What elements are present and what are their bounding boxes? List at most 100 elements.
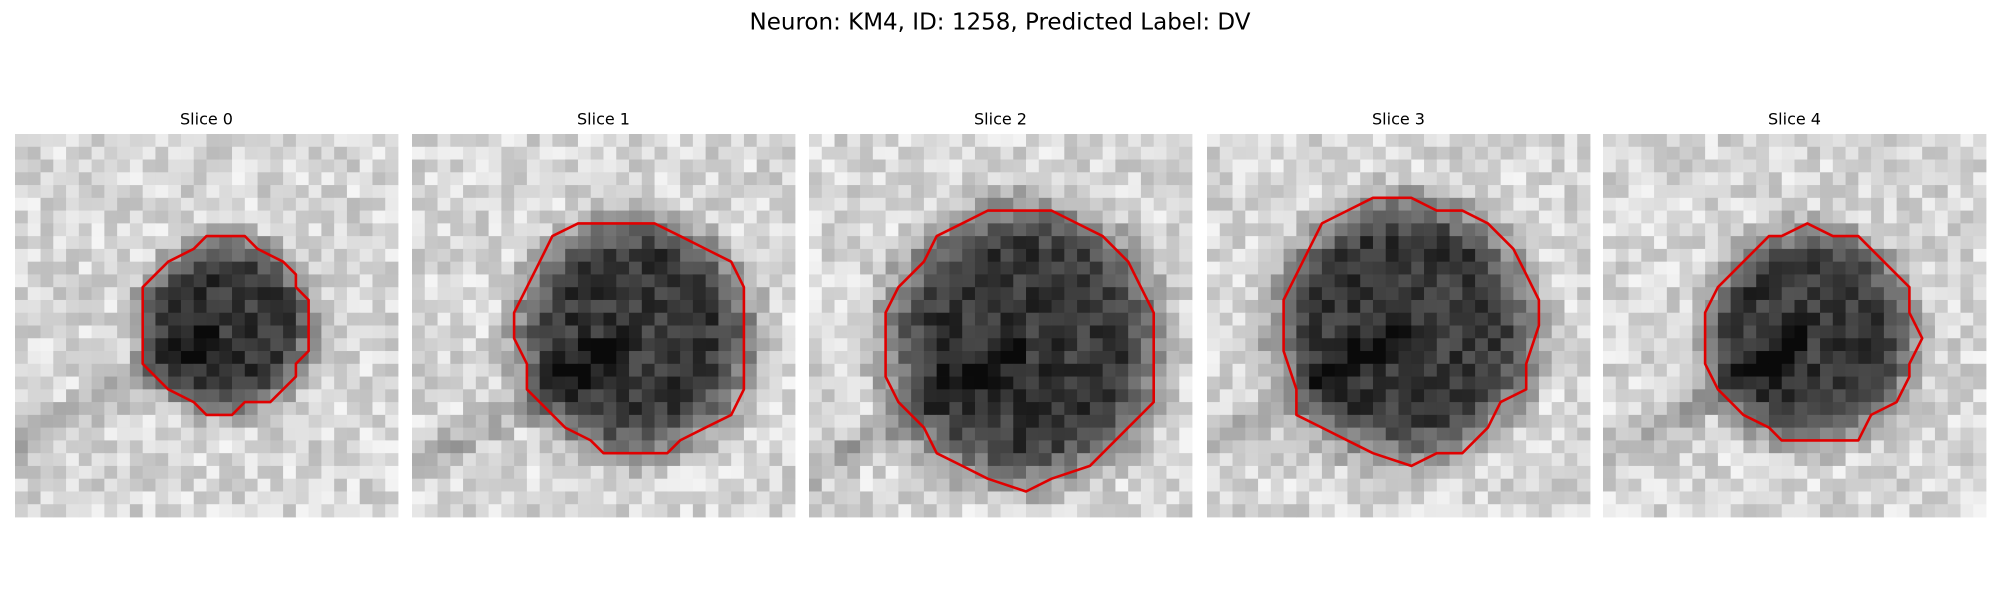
pixel <box>590 146 604 160</box>
pixel <box>1166 504 1180 518</box>
pixel <box>1283 440 1297 454</box>
pixel <box>1654 146 1668 160</box>
pixel <box>1832 172 1846 186</box>
pixel <box>949 338 963 352</box>
pixel <box>1628 504 1642 518</box>
pixel <box>1538 338 1553 352</box>
pixel <box>1219 376 1233 390</box>
pixel <box>1207 504 1221 518</box>
pixel <box>463 504 477 518</box>
pixel <box>1232 274 1246 288</box>
pixel <box>1360 236 1374 250</box>
pixel <box>1717 223 1732 237</box>
pixel <box>219 223 233 237</box>
pixel <box>1947 185 1961 199</box>
pixel <box>526 440 541 454</box>
pixel <box>1654 414 1668 429</box>
pixel <box>40 210 54 224</box>
pixel <box>1577 325 1591 339</box>
pixel <box>1296 351 1310 365</box>
pixel <box>654 159 668 173</box>
pixel <box>1334 185 1348 199</box>
pixel <box>1781 465 1795 480</box>
pixel <box>1270 465 1284 480</box>
pixel <box>117 376 131 390</box>
pixel <box>53 185 67 199</box>
pixel <box>667 236 681 250</box>
pixel <box>1538 465 1553 480</box>
pixel <box>168 172 182 186</box>
pixel <box>1679 159 1693 173</box>
pixel <box>514 261 528 275</box>
pixel <box>488 146 502 160</box>
pixel <box>577 363 592 377</box>
pixel <box>974 376 989 390</box>
pixel <box>1013 172 1027 186</box>
pixel <box>334 312 348 326</box>
pixel <box>206 427 220 441</box>
pixel <box>232 312 246 326</box>
pixel <box>1102 325 1116 339</box>
pixel <box>1807 338 1821 352</box>
pixel <box>1960 159 1974 173</box>
pixel <box>372 325 386 339</box>
pixel <box>1270 389 1284 403</box>
pixel <box>769 197 783 211</box>
pixel <box>1219 440 1233 454</box>
pixel <box>334 504 348 518</box>
pixel <box>654 287 668 301</box>
pixel <box>1845 236 1859 250</box>
pixel <box>1500 223 1514 237</box>
pixel <box>1666 325 1680 339</box>
pixel <box>27 223 41 237</box>
pixel <box>974 146 989 160</box>
pixel <box>731 134 745 148</box>
pixel <box>437 299 451 314</box>
pixel <box>898 312 912 326</box>
pixel <box>168 402 182 416</box>
pixel <box>1102 402 1116 416</box>
pixel <box>1309 465 1323 480</box>
pixel <box>1064 210 1078 224</box>
pixel <box>1436 185 1450 199</box>
pixel <box>359 389 373 403</box>
pixel <box>1411 338 1425 352</box>
pixel <box>1871 210 1885 224</box>
pixel <box>180 338 195 352</box>
pixel <box>1398 440 1412 454</box>
pixel <box>1064 440 1078 454</box>
pixel <box>1026 389 1040 403</box>
pixel <box>1832 261 1846 275</box>
pixel <box>1679 223 1693 237</box>
pixel <box>27 197 41 211</box>
pixel <box>590 453 604 467</box>
pixel <box>1896 210 1910 224</box>
pixel <box>667 504 681 518</box>
pixel <box>1102 427 1116 441</box>
pixel <box>244 261 258 275</box>
pixel <box>129 453 144 467</box>
pixel <box>885 351 899 365</box>
pixel <box>1372 146 1387 160</box>
pixel <box>15 159 29 173</box>
pixel <box>1026 376 1040 390</box>
pixel <box>552 236 566 250</box>
pixel <box>1283 465 1297 480</box>
pixel <box>257 185 271 199</box>
pixel <box>1475 504 1489 518</box>
pixel <box>1577 299 1591 314</box>
pixel <box>1232 299 1246 314</box>
pixel <box>450 210 464 224</box>
pixel <box>1347 210 1361 224</box>
pixel <box>1436 197 1450 211</box>
pixel <box>769 363 783 377</box>
pixel <box>1615 478 1629 492</box>
pixel <box>1960 414 1974 429</box>
pixel <box>308 210 322 224</box>
pixel <box>705 504 719 518</box>
pixel <box>321 210 335 224</box>
pixel <box>437 274 451 288</box>
pixel <box>1385 159 1399 173</box>
pixel <box>66 134 80 148</box>
pixel <box>257 504 271 518</box>
